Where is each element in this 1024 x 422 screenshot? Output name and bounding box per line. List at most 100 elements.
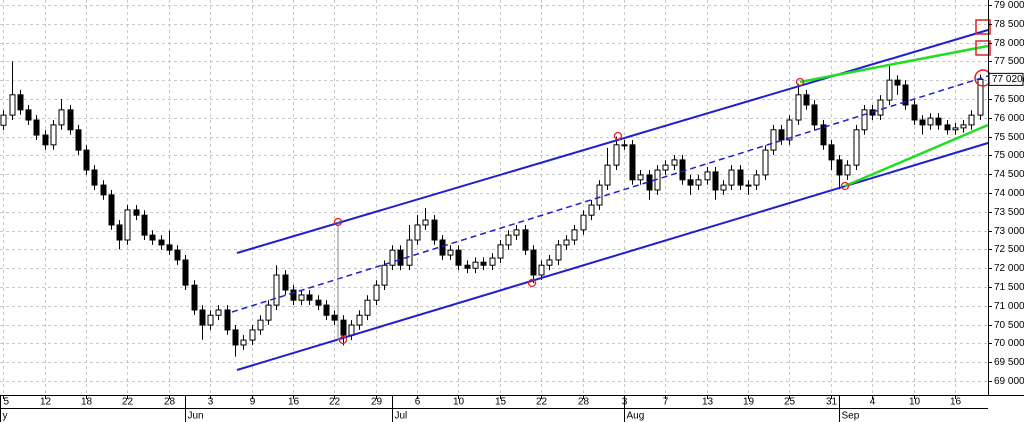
candle-body	[679, 159, 686, 181]
candle-body	[720, 184, 727, 191]
wedge-lower	[844, 123, 989, 188]
candle-body	[853, 129, 860, 166]
candle-body	[728, 169, 735, 186]
x-tick-label: 18	[81, 397, 93, 408]
candle-body	[455, 249, 462, 266]
candle-body	[158, 239, 165, 246]
candle-body	[199, 309, 206, 326]
candle-body	[580, 214, 587, 231]
x-tick-label: 28	[164, 397, 176, 408]
y-tick-label: 69 000	[994, 376, 1024, 387]
candle-body	[174, 249, 181, 261]
candle-body	[662, 164, 669, 171]
candle-body	[820, 124, 827, 146]
candle-body	[977, 78, 984, 116]
candle-body	[100, 184, 107, 196]
x-tick-label: 7	[663, 397, 669, 408]
month-label: y	[3, 411, 8, 422]
candle-body	[257, 319, 264, 331]
candle-body	[513, 229, 520, 236]
candle-body	[431, 219, 438, 241]
x-tick-label: 3	[208, 397, 214, 408]
candle-body	[621, 144, 628, 147]
candle-body	[472, 261, 479, 269]
candle-body	[886, 79, 893, 101]
candle-body	[389, 249, 396, 266]
candle-body	[737, 169, 744, 186]
candle-body	[273, 274, 280, 306]
candle-body	[108, 194, 115, 226]
y-tick-label: 72 000	[994, 263, 1024, 274]
channel-lower	[236, 142, 989, 371]
candle-body	[356, 314, 363, 326]
candle-body	[555, 244, 562, 261]
candle-body	[489, 257, 496, 266]
candle-body	[828, 144, 835, 161]
y-tick-label: 70 000	[994, 338, 1024, 349]
candle-body	[745, 184, 752, 187]
month-label: Sep	[842, 411, 860, 422]
candle-body	[348, 324, 355, 336]
candle-body	[133, 209, 140, 216]
candle-body	[770, 129, 777, 151]
x-tick-label: 25	[784, 397, 796, 408]
candle-body	[530, 249, 537, 276]
candle-body	[50, 124, 57, 146]
month-label: Aug	[627, 411, 645, 422]
candle-body	[224, 309, 231, 331]
candle-body	[911, 104, 918, 121]
y-tick-label: 79 000	[994, 0, 1024, 11]
candles	[0, 61, 984, 357]
candle-body	[844, 164, 851, 176]
y-tick-label: 73 500	[994, 207, 1024, 218]
y-tick-label: 77 500	[994, 56, 1024, 67]
candle-body	[538, 264, 545, 276]
candle-body	[33, 119, 40, 136]
candle-body	[25, 109, 32, 121]
x-tick-label: 13	[702, 397, 714, 408]
pivot-marker	[840, 181, 850, 191]
candle-body	[861, 109, 868, 131]
candle-body	[249, 329, 256, 341]
candle-body	[422, 219, 429, 226]
candle-body	[795, 94, 802, 121]
candle-body	[811, 104, 818, 126]
y-tick-label: 76 500	[994, 94, 1024, 105]
x-tick-label: 4	[870, 397, 876, 408]
candle-body	[604, 164, 611, 186]
x-tick-label: 16	[950, 397, 962, 408]
candle-body	[240, 339, 247, 346]
candle-body	[671, 159, 678, 166]
x-tick-label: 29	[371, 397, 383, 408]
candle-body	[464, 264, 471, 269]
candle-body	[960, 124, 967, 129]
wedge-upper	[799, 44, 989, 84]
candle-body	[397, 249, 404, 266]
candle-body	[67, 109, 74, 131]
candle-body	[9, 94, 16, 116]
candle-body	[298, 294, 305, 301]
candle-body	[149, 234, 156, 241]
x-tick-label: 9	[250, 397, 256, 408]
candle-body	[935, 117, 942, 126]
pivot-marker	[338, 335, 348, 345]
candle-body	[124, 209, 131, 241]
y-tick-label: 76 000	[994, 113, 1024, 124]
last-price-label: 77 020	[992, 74, 1023, 85]
x-tick-label: 16	[288, 397, 300, 408]
y-tick-label: 74 000	[994, 188, 1024, 199]
month-label: Jun	[188, 411, 204, 422]
x-tick-label: 22	[536, 397, 548, 408]
candle-body	[944, 124, 951, 131]
y-tick-label: 71 000	[994, 301, 1024, 312]
candle-body	[290, 289, 297, 301]
candle-body	[952, 127, 959, 131]
pivot-marker	[613, 131, 623, 141]
candle-body	[282, 274, 289, 291]
candle-body	[836, 159, 843, 176]
candle-body	[522, 229, 529, 251]
candle-body	[786, 119, 793, 141]
candle-body	[232, 329, 239, 346]
